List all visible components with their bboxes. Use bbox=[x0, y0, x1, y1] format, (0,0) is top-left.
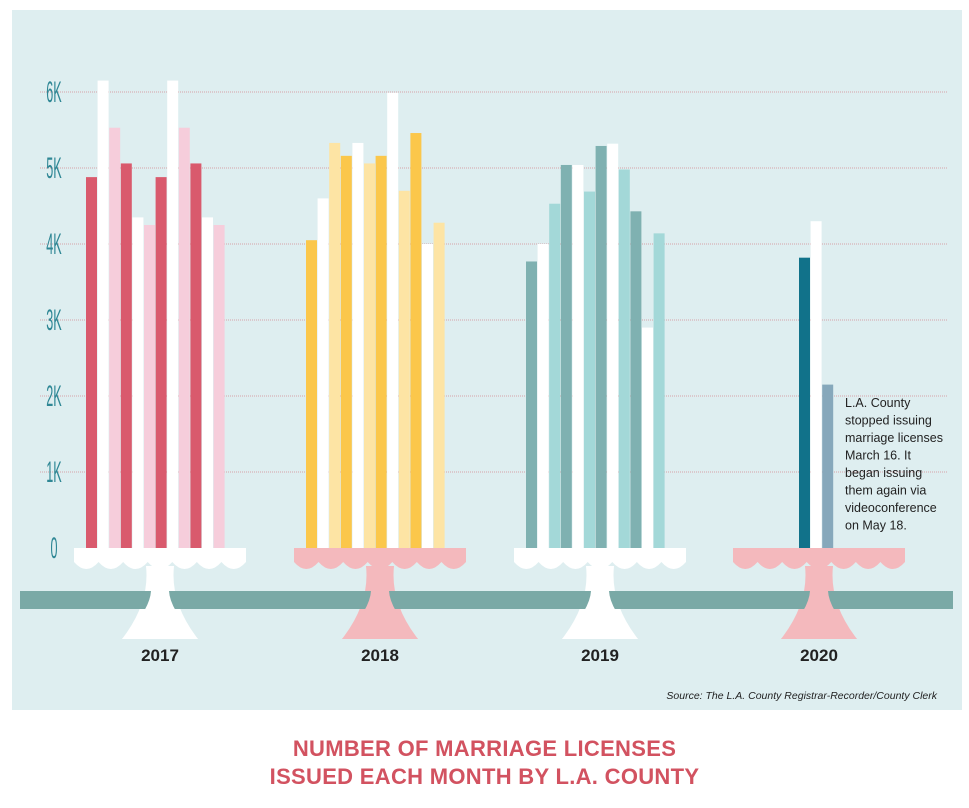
annotation-line: videoconference bbox=[845, 501, 937, 515]
bar bbox=[584, 191, 595, 550]
bar bbox=[810, 221, 822, 550]
bar bbox=[375, 155, 387, 550]
bar bbox=[178, 127, 190, 550]
bar bbox=[410, 133, 422, 550]
bar bbox=[97, 80, 109, 550]
y-tick-label: 1K bbox=[46, 455, 62, 489]
source-note: Source: The L.A. County Registrar-Record… bbox=[666, 690, 937, 702]
annotation-line: on May 18. bbox=[845, 519, 907, 533]
bars bbox=[86, 80, 834, 551]
bar bbox=[213, 225, 225, 550]
y-tick-label: 0 bbox=[50, 531, 57, 565]
bar bbox=[822, 384, 834, 550]
bar bbox=[630, 211, 642, 550]
cake-stand-base bbox=[781, 591, 857, 639]
bar bbox=[317, 198, 329, 550]
bar bbox=[526, 261, 537, 550]
year-label: 2019 bbox=[581, 646, 619, 665]
bar bbox=[202, 217, 213, 550]
y-tick-label: 4K bbox=[46, 227, 62, 261]
annotation-line: March 16. It bbox=[845, 449, 912, 463]
bar bbox=[642, 327, 653, 550]
bar bbox=[607, 143, 619, 550]
cake-stands: 2017 2018 2019 2020 bbox=[20, 548, 953, 665]
year-label: 2020 bbox=[800, 646, 838, 665]
y-tick-label: 2K bbox=[46, 379, 62, 413]
bar bbox=[364, 163, 375, 550]
cake-stand-base bbox=[562, 591, 638, 639]
bar bbox=[109, 127, 121, 550]
bar bbox=[799, 257, 810, 550]
cake-stand-base bbox=[342, 591, 418, 639]
bar bbox=[618, 169, 630, 550]
annotation-line: L.A. County bbox=[845, 396, 911, 410]
bar bbox=[155, 177, 167, 550]
bar bbox=[560, 164, 572, 550]
chart-title-line-1: NUMBER OF MARRIAGE LICENSES bbox=[292, 736, 677, 761]
y-tick-label: 3K bbox=[46, 303, 62, 337]
bar bbox=[387, 92, 399, 550]
year-label: 2017 bbox=[141, 646, 179, 665]
bar bbox=[653, 233, 665, 551]
annotation-line: began issuing bbox=[845, 466, 922, 480]
bar bbox=[595, 145, 607, 550]
bar bbox=[306, 240, 317, 550]
chart-title-line-2: ISSUED EACH MONTH BY L.A. COUNTY bbox=[269, 764, 700, 789]
bar bbox=[167, 80, 179, 550]
ground-band bbox=[20, 591, 953, 609]
annotation-line: them again via bbox=[845, 484, 926, 498]
bar bbox=[144, 225, 155, 550]
annotation-line: marriage licenses bbox=[845, 431, 943, 445]
marriage-licenses-chart: 0 1K 2K 3K 4K 5K 6K 2017 2018 2019 2020 L.A. Coun… bbox=[20, 75, 953, 702]
bar bbox=[549, 203, 561, 550]
bar bbox=[352, 142, 364, 551]
bar bbox=[190, 163, 202, 550]
bar bbox=[422, 244, 433, 550]
y-tick-label: 6K bbox=[46, 75, 62, 109]
y-tick-label: 5K bbox=[46, 151, 62, 185]
bar bbox=[340, 155, 352, 550]
chart-panel: 0 1K 2K 3K 4K 5K 6K 2017 2018 2019 2020 L.A. Coun… bbox=[12, 10, 962, 710]
year-label: 2018 bbox=[361, 646, 399, 665]
bar bbox=[537, 244, 549, 550]
y-axis-ticks: 0 1K 2K 3K 4K 5K 6K bbox=[46, 75, 62, 565]
bar bbox=[120, 163, 132, 550]
bar bbox=[86, 177, 97, 550]
bar bbox=[329, 142, 341, 551]
annotation-2020: L.A. County stopped issuing marriage licen… bbox=[845, 396, 943, 533]
bar bbox=[433, 222, 445, 550]
bar bbox=[398, 190, 410, 551]
bar bbox=[132, 217, 144, 550]
cake-stand-base bbox=[122, 591, 198, 639]
annotation-line: stopped issuing bbox=[845, 414, 932, 428]
bar bbox=[572, 164, 584, 550]
